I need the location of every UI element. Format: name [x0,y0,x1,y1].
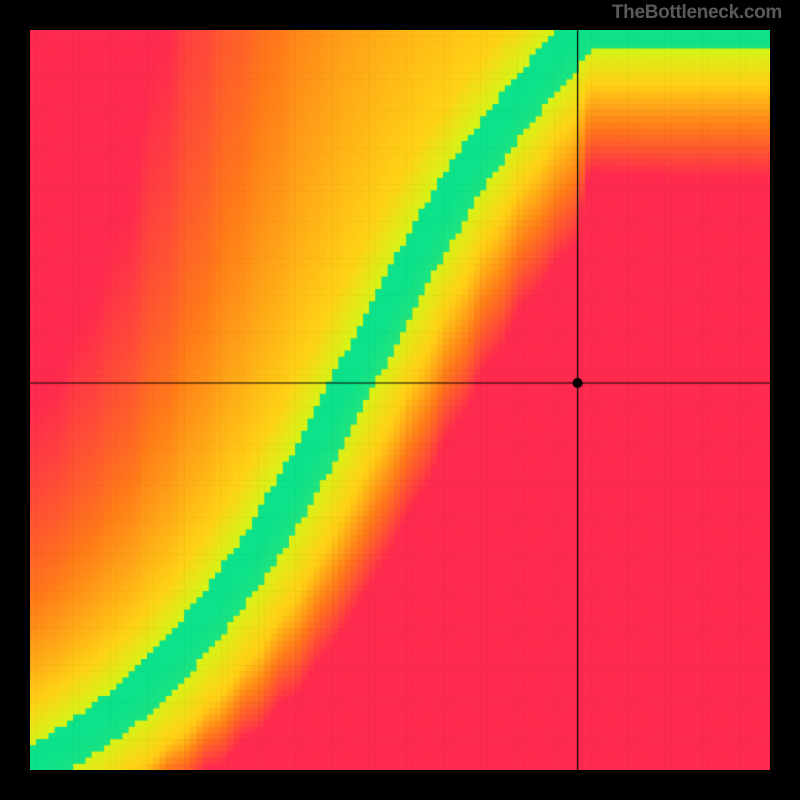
bottleneck-heatmap [30,30,770,770]
attribution-text: TheBottleneck.com [612,2,782,24]
chart-container: TheBottleneck.com [0,0,800,800]
